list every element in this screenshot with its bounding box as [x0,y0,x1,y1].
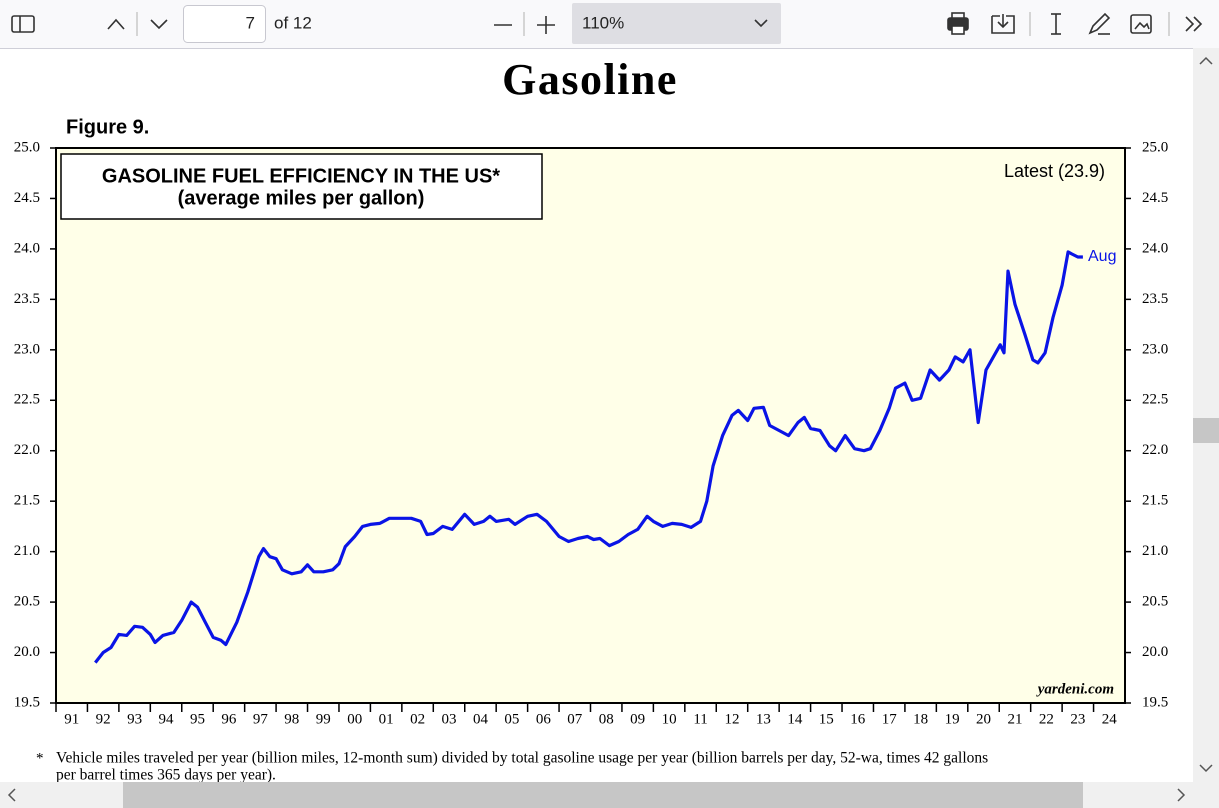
x-tick-label: 04 [473,711,489,727]
toolbar-icons [11,12,1203,36]
y2-tick-label: 24.5 [1142,190,1168,206]
x-tick-label: 18 [913,711,928,727]
vertical-thumb[interactable] [1193,418,1219,443]
y-tick-label: 24.5 [14,190,40,206]
x-tick-label: 96 [221,711,237,727]
x-tick-label: 02 [410,711,425,727]
x-tick-label: 98 [284,711,299,727]
y2-tick-label: 24.0 [1142,240,1168,256]
page-heading: Gasoline [502,55,678,104]
chart-subtitle: (average miles per gallon) [178,187,425,209]
x-tick-label: 24 [1102,711,1118,727]
zoom-chevron [754,19,768,28]
print[interactable] [947,12,969,35]
x-tick-label: 15 [819,711,834,727]
page-count: of 12 [274,13,312,32]
text-tool[interactable] [1051,13,1061,35]
y2-tick-label: 20.5 [1142,594,1168,610]
scroll-left[interactable] [7,788,16,802]
zoom-in[interactable] [537,16,555,34]
chart: 19.5 19.5 20.0 20.0 20.5 20.5 21.0 21.0 21.5 21.5… [14,139,1169,727]
y-tick-label: 24.0 [14,240,40,256]
horizontal-thumb[interactable] [123,782,1083,808]
save[interactable] [991,14,1015,34]
y2-tick-label: 25.0 [1142,139,1168,155]
x-tick-label: 09 [630,711,645,727]
scroll-right[interactable] [1177,788,1186,802]
scroll-up[interactable] [1199,56,1213,65]
x-tick-label: 01 [379,711,394,727]
y-tick-label: 19.5 [14,694,40,710]
x-tick-label: 23 [1070,711,1085,727]
x-tick-label: 08 [599,711,614,727]
x-tick-label: 92 [96,711,111,727]
x-tick-label: 14 [787,711,803,727]
vertical-scrollbar[interactable] [1193,48,1219,782]
source-label: yardeni.com [1036,681,1114,697]
y2-tick-label: 23.0 [1142,341,1168,357]
figure-label: Figure 9. [66,116,149,138]
latest-label: Latest (23.9) [1004,161,1105,181]
page-input[interactable] [183,5,266,43]
x-tick-label: 06 [536,711,552,727]
zoom-select[interactable] [572,3,781,44]
x-tick-label: 16 [850,711,866,727]
x-tick-label: 07 [567,711,583,727]
y2-tick-label: 22.5 [1142,392,1168,408]
footnote-line: per barrel times 365 days per year). [56,767,276,784]
x-tick-label: 97 [253,711,269,727]
sidebar-toggle[interactable] [11,15,35,33]
scroll-down[interactable] [1199,764,1213,773]
x-tick-label: 11 [693,711,707,727]
x-tick-label: 19 [945,711,960,727]
y2-tick-label: 19.5 [1142,694,1168,710]
y-tick-label: 22.0 [14,442,40,458]
y2-tick-label: 20.0 [1142,644,1168,660]
next-page[interactable] [150,19,168,30]
draw-tool[interactable] [1088,12,1111,35]
x-tick-label: 93 [127,711,142,727]
x-tick-label: 00 [347,711,362,727]
x-tick-label: 10 [662,711,677,727]
y-tick-label: 20.5 [14,594,40,610]
x-tick-label: 12 [724,711,739,727]
x-tick-label: 95 [190,711,205,727]
y-tick-label: 21.0 [14,543,40,559]
x-tick-label: 20 [976,711,991,727]
y2-tick-label: 22.0 [1142,442,1168,458]
last-month-label: Aug [1088,248,1116,265]
y-tick-label: 25.0 [14,139,40,155]
zoom-value: 110% [582,13,624,32]
title-box [60,153,543,220]
x-tick-label: 05 [504,711,519,727]
image-tool[interactable] [1130,14,1152,34]
chart-title: GASOLINE FUEL EFFICIENCY IN THE US* [102,165,500,187]
page-number: 7 [246,13,255,32]
y2-tick-label: 23.5 [1142,291,1168,307]
data-line [94,250,1083,664]
y2-tick-label: 21.0 [1142,543,1168,559]
y-tick-label: 23.0 [14,341,40,357]
x-tick-label: 03 [442,711,457,727]
plot-area [55,147,1126,704]
x-tick-label: 21 [1007,711,1022,727]
x-tick-label: 17 [882,711,898,727]
footnote-mark: * [36,750,44,766]
x-tick-label: 99 [316,711,331,727]
y-tick-label: 23.5 [14,291,40,307]
x-tick-label: 22 [1039,711,1054,727]
y-tick-label: 20.0 [14,644,40,660]
y2-tick-label: 21.5 [1142,493,1168,509]
y-tick-label: 21.5 [14,493,40,509]
x-tick-label: 91 [64,711,79,727]
x-tick-label: 94 [159,711,175,727]
y-tick-label: 22.5 [14,392,40,408]
more-tools[interactable] [1185,16,1203,32]
x-tick-label: 13 [756,711,771,727]
footnote-line: Vehicle miles traveled per year (billion… [56,750,988,767]
prev-page[interactable] [107,18,125,30]
